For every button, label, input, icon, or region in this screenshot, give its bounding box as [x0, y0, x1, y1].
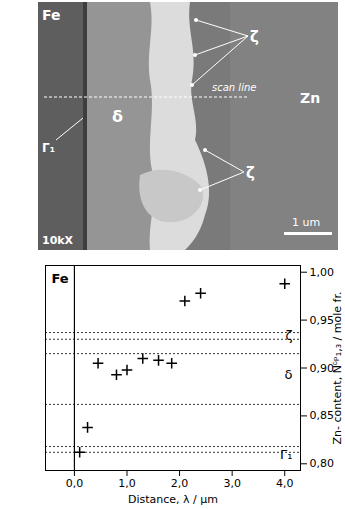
svg-text:3,0: 3,0: [223, 477, 241, 490]
svg-text:2,0: 2,0: [171, 477, 189, 490]
svg-text:1,0: 1,0: [118, 477, 136, 490]
svg-text:0,90: 0,90: [309, 361, 334, 375]
svg-text:Zn: Zn: [300, 90, 320, 106]
svg-text:0,95: 0,95: [309, 313, 334, 327]
svg-text:0,85: 0,85: [309, 409, 334, 423]
svg-text:ζ: ζ: [285, 328, 292, 343]
svg-text:scan line: scan line: [212, 82, 256, 93]
svg-text:Zn- content, Nᵟᵖ₁,₃ / mole fr.: Zn- content, Nᵟᵖ₁,₃ / mole fr.: [331, 292, 344, 445]
svg-text:ζ: ζ: [246, 164, 255, 182]
svg-text:1 um: 1 um: [292, 216, 320, 229]
svg-text:1,00: 1,00: [310, 266, 335, 279]
svg-text:Fe: Fe: [42, 7, 61, 23]
svg-text:δ: δ: [112, 107, 123, 126]
svg-text:ζ: ζ: [250, 28, 259, 46]
svg-text:0,80: 0,80: [310, 457, 335, 470]
svg-text:Fe: Fe: [52, 271, 69, 286]
svg-text:δ: δ: [285, 367, 293, 382]
svg-text:Distance, λ / μm: Distance, λ / μm: [128, 493, 218, 506]
svg-text:0,0: 0,0: [66, 477, 84, 490]
svg-text:10kX: 10kX: [42, 234, 74, 247]
svg-text:4,0: 4,0: [276, 477, 294, 490]
svg-text:Γ₁: Γ₁: [280, 447, 292, 462]
svg-text:Γ₁: Γ₁: [42, 141, 55, 155]
